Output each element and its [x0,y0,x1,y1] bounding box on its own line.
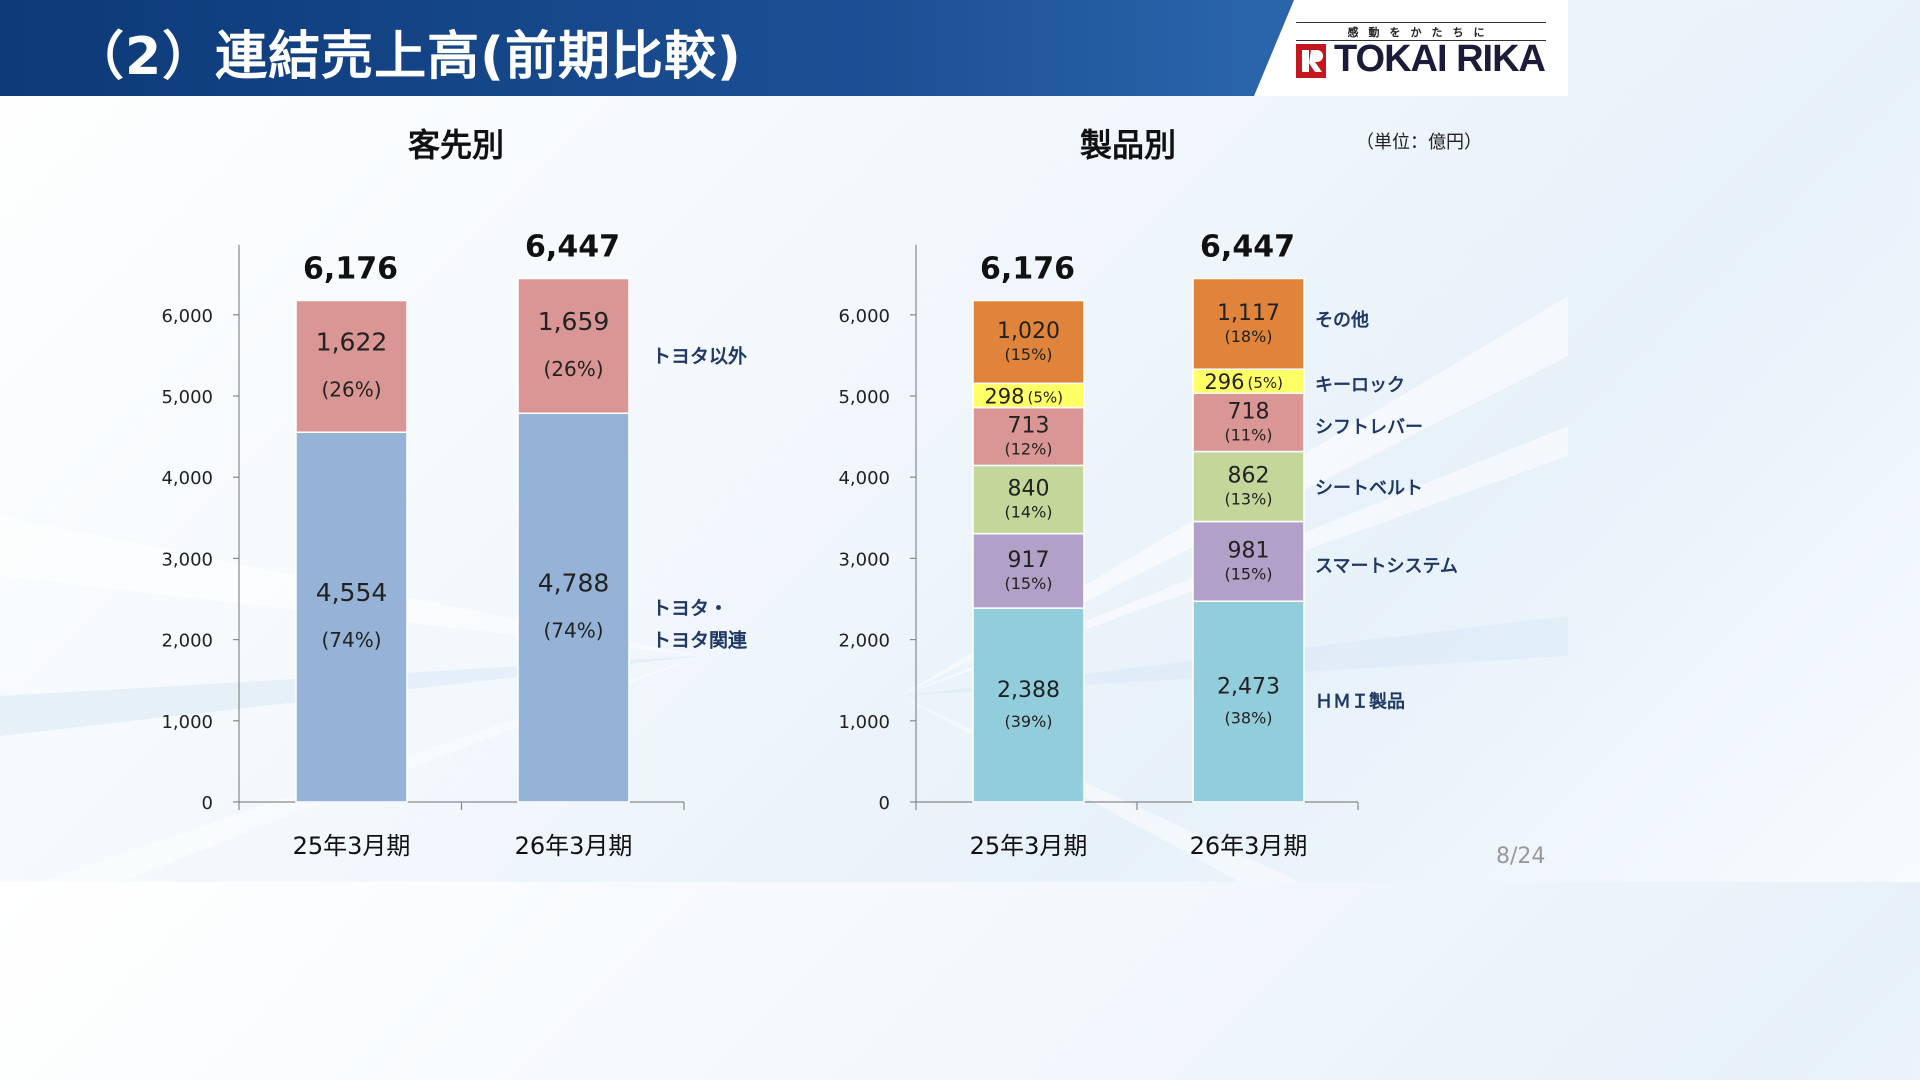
product-category-label: 26年3月期 [1190,832,1308,860]
product-y-tick-label: 2,000 [838,631,890,652]
logo-tagline: 感動をかたちに [1296,22,1546,41]
product-value-label: 713 [1008,413,1050,438]
customer-chart-title: 客先別 [408,126,505,164]
customer-total-label: 6,176 [303,252,398,287]
product-pct-label: (12%) [1004,439,1052,458]
customer-value-label: 4,554 [316,578,388,607]
product-legend-label: スマートシステム [1315,556,1458,577]
product-value-label: 1,020 [997,319,1060,344]
product-pct-label: (5%) [1248,374,1284,392]
product-y-tick-label: 1,000 [838,712,890,733]
charts-canvas: 0 1,000 2,000 3,000 4,000 5,000 6,000 4,554 (74%… [161,230,1458,860]
customer-y-tick-label: 6,000 [161,306,213,327]
customer-legend-label: トヨタ・ [652,597,728,619]
product-bar-segment [1192,520,1305,602]
product-legend-label: その他 [1315,309,1369,331]
unit-label: （単位：億円） [1356,132,1482,153]
product-total-label: 6,176 [980,252,1075,287]
product-pct-label: (5%) [1028,388,1064,406]
customer-y-tick-label: 2,000 [161,631,213,652]
product-bar-segment [972,607,1085,803]
product-legend-label: キーロック [1315,375,1405,396]
customer-total-label: 6,447 [525,230,620,265]
product-y-tick-label: 3,000 [838,549,890,570]
product-y-tick-label: 6,000 [838,306,890,327]
product-value-label: 840 [1008,477,1050,502]
product-bar-segment [972,532,1085,609]
logo-name: TOKAI RIKA [1334,38,1546,80]
customer-value-label: 1,622 [316,327,388,356]
page-number: 8/24 [1496,844,1546,869]
product-bar-segment [1192,392,1305,453]
customer-bar-segment [295,299,408,433]
product-value-label: 1,117 [1217,301,1280,326]
product-bar-segment [972,299,1085,385]
product-y-tick-label: 5,000 [838,387,890,408]
product-chart-title: 製品別 [1080,126,1177,164]
customer-value-label: 4,788 [538,569,610,598]
product-pct-label: (38%) [1224,709,1272,728]
product-pct-label: (15%) [1004,574,1052,593]
customer-y-tick-label: 5,000 [161,387,213,408]
product-value-label: 298 [984,384,1024,408]
product-pct-label: (39%) [1004,712,1052,731]
customer-bar-segment [295,431,408,803]
product-pct-label: (15%) [1004,345,1052,364]
customer-category-label: 25年3月期 [293,832,411,860]
product-bar-segment [1192,600,1305,803]
product-value-label: 981 [1228,538,1270,563]
product-bar-segment [972,406,1085,467]
product-value-label: 2,388 [997,678,1060,703]
product-pct-label: (11%) [1224,425,1272,444]
product-y-tick-label: 4,000 [838,468,890,489]
product-total-label: 6,447 [1200,230,1295,265]
customer-bar-segment [517,277,630,414]
product-pct-label: (18%) [1224,327,1272,346]
tokai-rika-logo-icon [1296,44,1326,78]
product-pct-label: (15%) [1224,564,1272,583]
page-title: （2）連結売上高(前期比較) [72,27,742,87]
customer-y-tick-label: 4,000 [161,468,213,489]
product-category-label: 25年3月期 [970,832,1088,860]
product-pct-label: (14%) [1004,503,1052,522]
customer-legend-label: トヨタ関連 [652,628,748,651]
customer-pct-label: (74%) [543,619,603,643]
product-value-label: 2,473 [1217,675,1280,700]
product-bar-segment [1192,368,1305,394]
product-value-label: 917 [1008,548,1050,573]
product-bar-segment [972,382,1085,409]
customer-pct-label: (26%) [321,377,381,401]
customer-pct-label: (26%) [543,357,603,381]
product-bar-segment [1192,277,1305,370]
product-value-label: 296 [1204,370,1244,394]
product-pct-label: (13%) [1224,490,1272,509]
customer-y-tick-label: 1,000 [161,712,213,733]
product-bar-segment [1192,450,1305,523]
customer-pct-label: (74%) [321,628,381,652]
customer-category-label: 26年3月期 [515,832,633,860]
product-value-label: 862 [1228,464,1270,489]
product-legend-label: シフトレバー [1315,417,1423,438]
customer-legend-label: トヨタ以外 [652,344,747,367]
customer-y-tick-label: 0 [202,793,213,814]
customer-value-label: 1,659 [538,307,610,336]
product-y-tick-label: 0 [879,793,890,814]
customer-y-tick-label: 3,000 [161,549,213,570]
product-legend-label: シートベルト [1315,478,1423,499]
product-legend-label: ＨＭＩ製品 [1315,692,1405,713]
customer-bar-segment [517,412,630,803]
product-value-label: 718 [1228,399,1270,424]
product-bar-segment [972,464,1085,535]
